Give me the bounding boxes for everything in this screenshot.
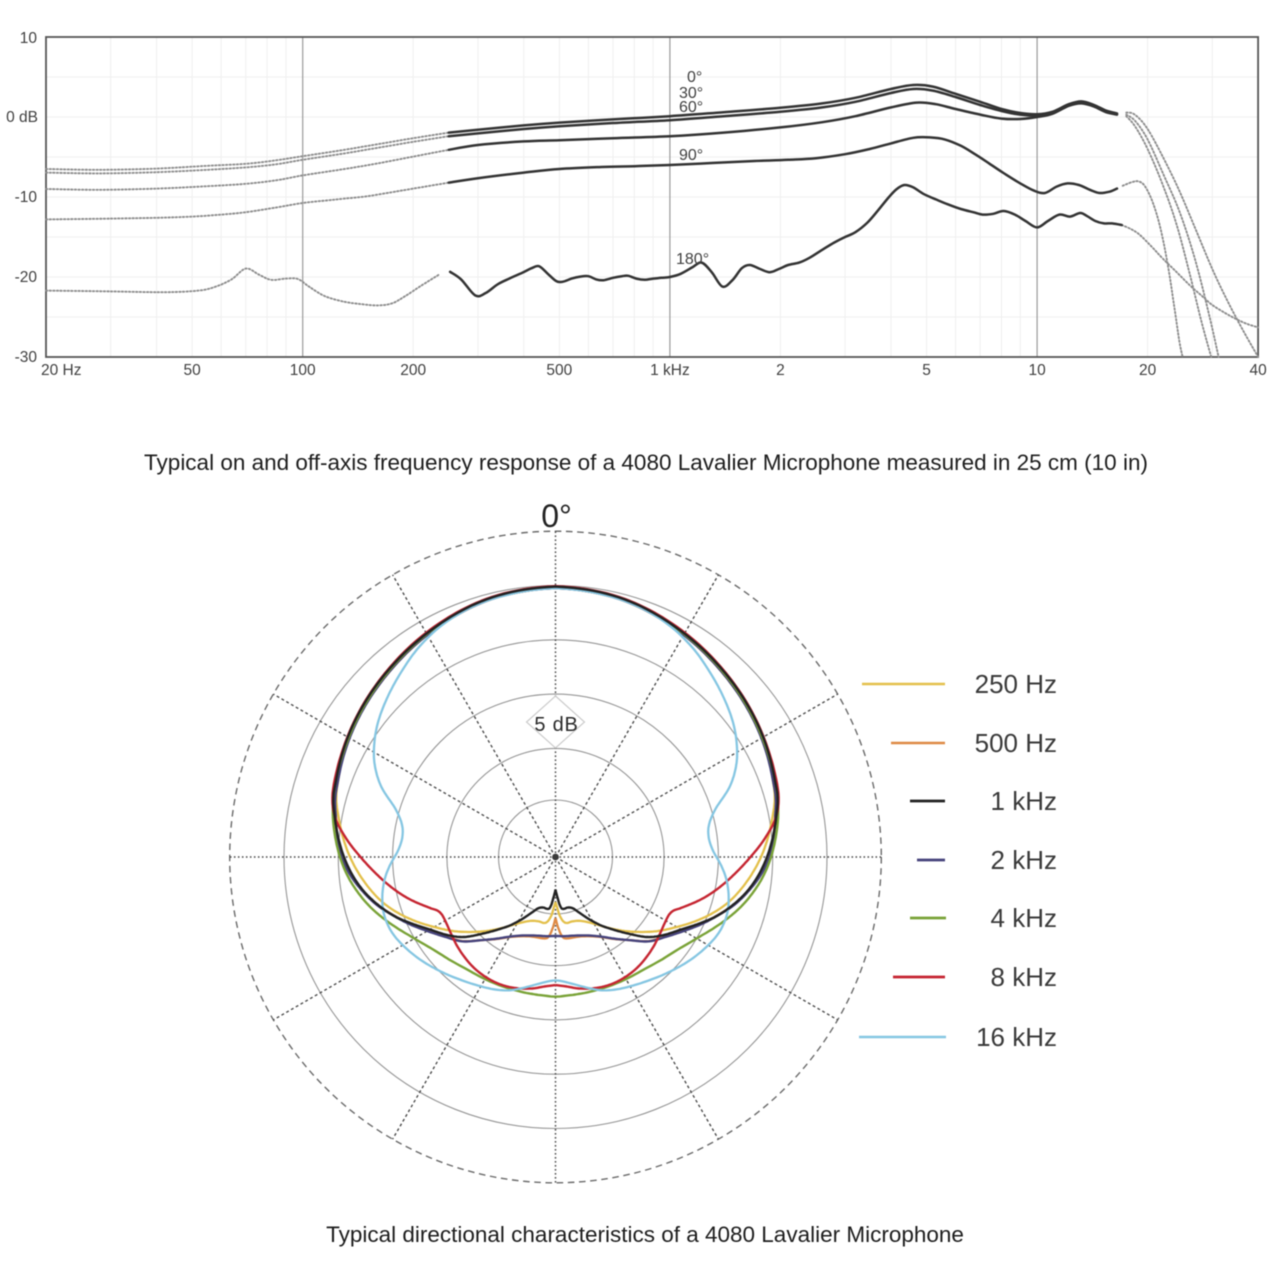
svg-text:180°: 180° — [676, 251, 709, 268]
svg-text:4 kHz: 4 kHz — [991, 903, 1057, 933]
svg-text:8 kHz: 8 kHz — [991, 962, 1057, 992]
svg-text:2 kHz: 2 kHz — [991, 845, 1057, 875]
svg-text:20: 20 — [1139, 362, 1157, 379]
svg-text:0°: 0° — [541, 498, 572, 534]
svg-text:5 dB: 5 dB — [534, 714, 578, 736]
svg-text:90°: 90° — [679, 147, 703, 164]
svg-text:16 kHz: 16 kHz — [976, 1022, 1057, 1052]
svg-text:50: 50 — [184, 362, 202, 379]
svg-text:200: 200 — [400, 362, 426, 379]
svg-text:5: 5 — [922, 362, 931, 379]
svg-text:30°: 30° — [679, 85, 703, 102]
svg-text:500 Hz: 500 Hz — [975, 728, 1057, 758]
svg-text:1 kHz: 1 kHz — [991, 786, 1057, 816]
svg-text:500: 500 — [546, 362, 572, 379]
svg-text:250 Hz: 250 Hz — [975, 669, 1057, 699]
svg-text:2: 2 — [776, 362, 785, 379]
svg-text:100: 100 — [290, 362, 316, 379]
svg-text:0°: 0° — [687, 69, 702, 86]
svg-text:-30: -30 — [15, 349, 38, 366]
svg-text:20 Hz: 20 Hz — [41, 362, 82, 379]
svg-text:-20: -20 — [15, 269, 38, 286]
svg-text:0 dB: 0 dB — [6, 109, 38, 126]
svg-text:-10: -10 — [15, 189, 38, 206]
svg-text:Typical on and off-axis freque: Typical on and off-axis frequency respon… — [144, 450, 1148, 475]
svg-text:10: 10 — [1028, 362, 1046, 379]
svg-text:Typical directional characteri: Typical directional characteristics of a… — [326, 1222, 964, 1247]
svg-text:10: 10 — [20, 30, 38, 47]
svg-text:40: 40 — [1250, 362, 1268, 379]
svg-text:60°: 60° — [679, 99, 703, 116]
svg-text:1 kHz: 1 kHz — [650, 362, 690, 379]
